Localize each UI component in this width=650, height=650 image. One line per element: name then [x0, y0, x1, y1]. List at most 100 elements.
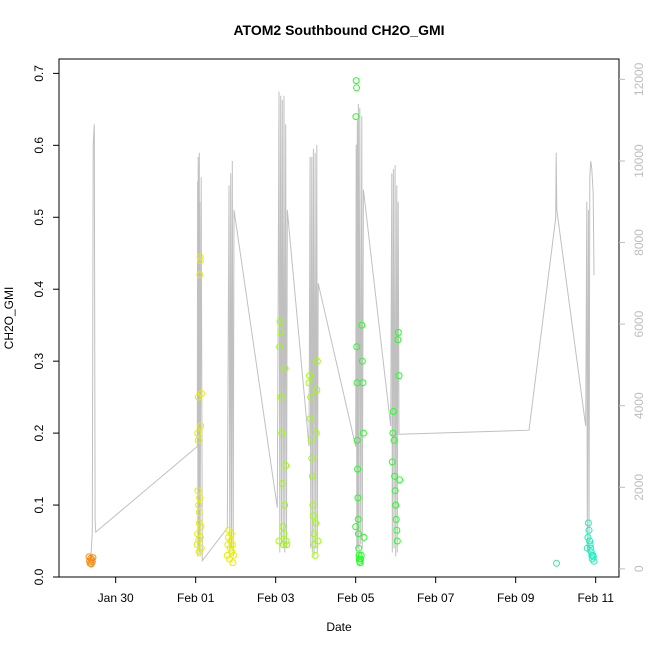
- y-tick-label: 0.5: [32, 209, 46, 226]
- y2-tick-label: 10000: [632, 144, 646, 178]
- x-tick-label: Jan 30: [98, 591, 134, 605]
- data-point: [352, 113, 360, 121]
- data-point: [395, 372, 403, 380]
- data-point: [193, 541, 201, 549]
- data-point: [352, 77, 360, 85]
- data-point: [359, 379, 367, 387]
- y2-tick-label: 2000: [632, 474, 646, 501]
- y-tick-label: 0.0: [32, 568, 46, 585]
- y2-tick-label: 6000: [632, 310, 646, 337]
- y-tick-label: 0.2: [32, 424, 46, 441]
- data-point: [311, 551, 319, 559]
- data-point: [195, 501, 203, 509]
- data-point: [313, 386, 321, 394]
- data-point: [280, 530, 288, 538]
- data-point: [197, 544, 205, 552]
- data-point: [358, 357, 366, 365]
- data-point: [358, 321, 366, 329]
- data-point: [198, 390, 205, 397]
- data-point: [352, 523, 360, 531]
- data-point: [306, 415, 314, 423]
- x-tick-label: Feb 01: [177, 591, 215, 605]
- data-point: [228, 548, 236, 556]
- series-2: [275, 318, 322, 559]
- series-0: [85, 553, 97, 568]
- data-point: [196, 253, 204, 261]
- data-point: [309, 512, 317, 520]
- data-point: [356, 559, 364, 567]
- data-point: [196, 494, 204, 502]
- data-point: [275, 537, 283, 545]
- y-tick-label: 0.6: [32, 137, 46, 154]
- data-point: [590, 557, 598, 565]
- series-1: [193, 253, 237, 567]
- data-point: [226, 544, 234, 552]
- data-point: [393, 526, 401, 534]
- series-4: [553, 559, 560, 567]
- data-point: [354, 515, 362, 523]
- data-point: [227, 537, 235, 545]
- y-tick-label: 0.4: [32, 281, 46, 298]
- data-point: [584, 533, 592, 541]
- data-point: [396, 476, 404, 484]
- data-point: [195, 508, 203, 516]
- data-point: [589, 553, 597, 561]
- x-tick-label: Feb 11: [577, 591, 614, 605]
- data-point: [229, 551, 237, 559]
- data-point: [389, 408, 397, 415]
- x-tick-label: Feb 07: [417, 591, 455, 605]
- data-point: [310, 530, 318, 538]
- chart-title: ATOM2 Southbound CH2O_GMI: [233, 22, 444, 38]
- data-point: [587, 544, 595, 552]
- data-point: [194, 487, 202, 495]
- data-point: [282, 462, 290, 469]
- data-point: [196, 256, 204, 264]
- data-point: [305, 379, 313, 387]
- y-tick-label: 0.1: [32, 496, 46, 513]
- data-point: [196, 271, 204, 279]
- data-point: [355, 544, 363, 552]
- data-point: [307, 393, 315, 401]
- data-point: [89, 554, 97, 562]
- data-point: [586, 537, 594, 545]
- points-layer: [85, 77, 598, 568]
- data-point: [194, 436, 202, 444]
- data-point: [389, 429, 397, 437]
- y2-tick-label: 0: [632, 565, 646, 572]
- data-point: [314, 537, 322, 545]
- data-point: [278, 429, 286, 437]
- data-point: [353, 436, 361, 444]
- plot-frame: [58, 58, 620, 578]
- data-point: [392, 515, 400, 523]
- data-point: [584, 519, 592, 527]
- data-point: [388, 458, 396, 466]
- series-3: [352, 77, 404, 567]
- data-point: [195, 548, 203, 556]
- data-point: [357, 555, 365, 563]
- data-point: [312, 429, 320, 437]
- y-axis-label: CH2O_GMI: [2, 287, 16, 350]
- data-point: [225, 526, 233, 534]
- data-point: [391, 472, 399, 480]
- y-tick-label: 0.3: [32, 353, 46, 370]
- data-point: [312, 519, 320, 527]
- data-point: [354, 494, 362, 502]
- data-point: [281, 364, 289, 372]
- data-point: [229, 559, 237, 567]
- data-point: [196, 533, 204, 541]
- data-point: [353, 84, 360, 92]
- secondary-series-line: [90, 91, 595, 563]
- data-point: [354, 465, 362, 473]
- y-tick-label: 0.7: [32, 65, 46, 82]
- data-point: [586, 541, 594, 549]
- data-point: [228, 541, 236, 549]
- data-point: [197, 523, 205, 531]
- data-point: [585, 526, 593, 534]
- data-point: [278, 480, 286, 487]
- secondary-line-layer: [90, 91, 595, 563]
- data-point: [279, 523, 287, 531]
- x-tick-label: Feb 03: [257, 591, 295, 605]
- data-point: [313, 357, 321, 365]
- data-point: [276, 343, 284, 351]
